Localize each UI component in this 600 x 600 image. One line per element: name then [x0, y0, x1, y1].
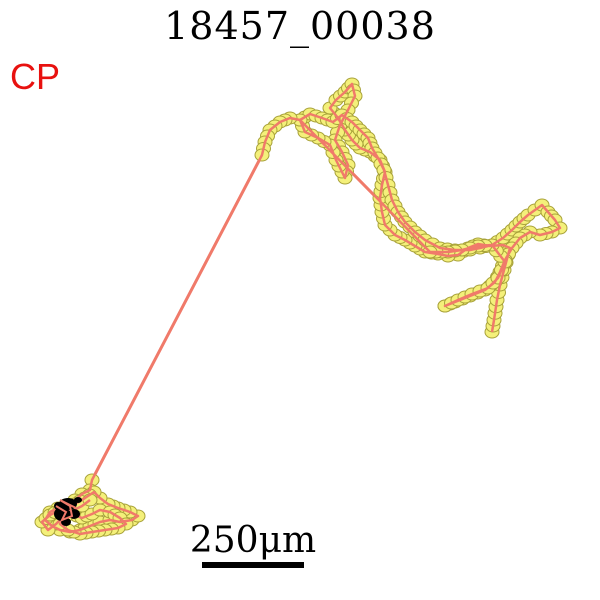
origin-cluster-blob [74, 497, 82, 503]
origin-cluster [54, 497, 82, 526]
scale-bar-label: 250μm [189, 520, 317, 561]
trajectory-path [40, 82, 562, 536]
scale-bar [202, 562, 304, 568]
trajectory-markers [34, 77, 568, 541]
figure-title: 18457_00038 [164, 4, 436, 48]
condition-label: CP [10, 56, 61, 97]
origin-cluster-path [55, 499, 77, 522]
trajectory-path-overlay [40, 82, 562, 536]
